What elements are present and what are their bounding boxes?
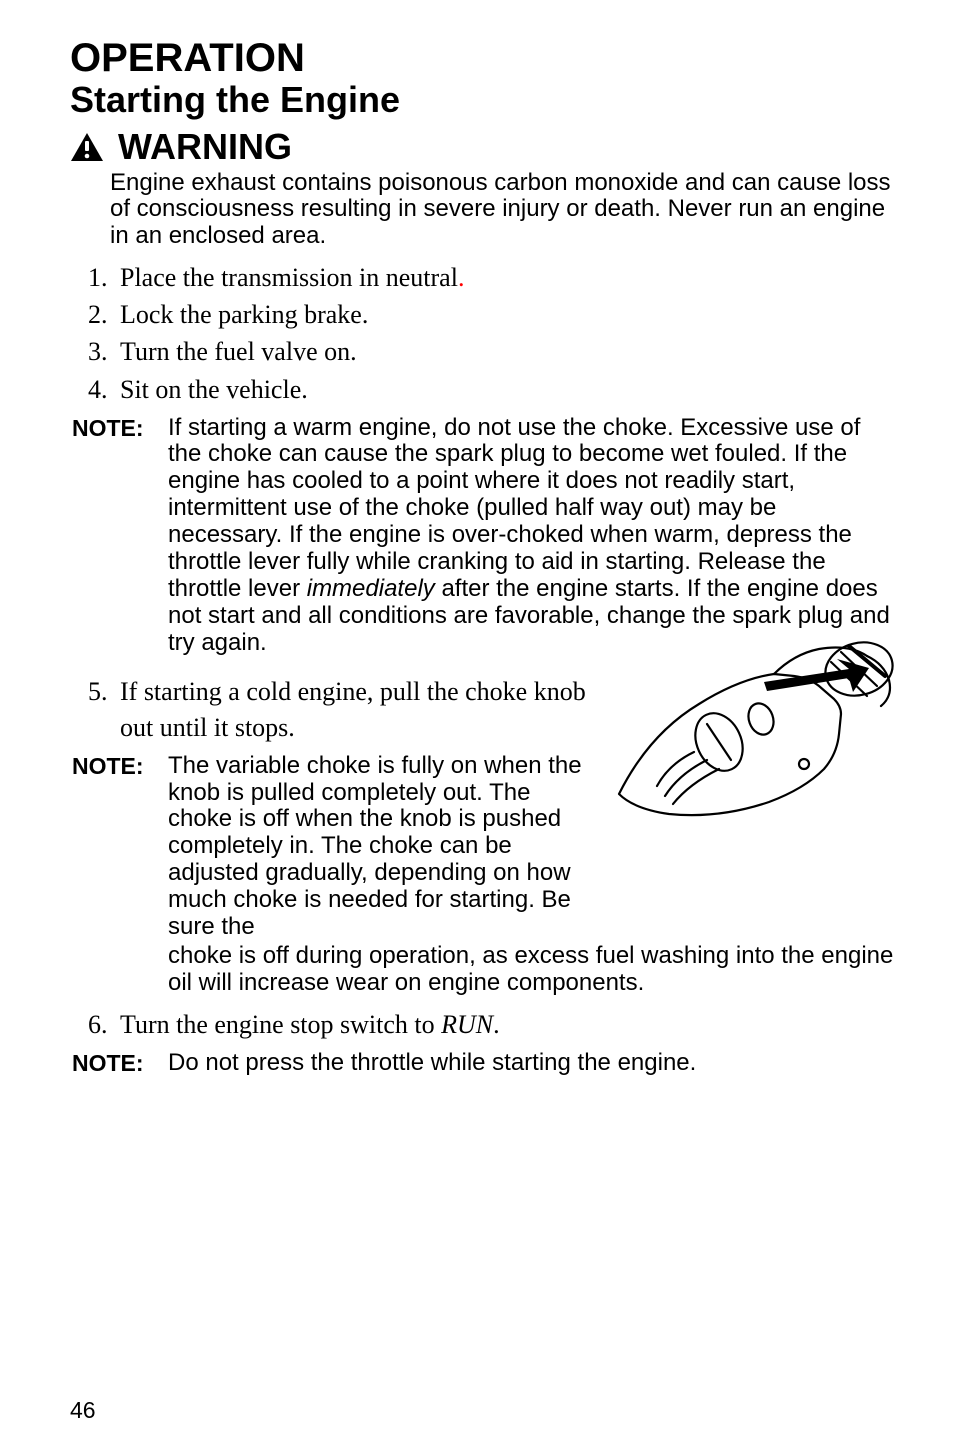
heading-starting: Starting the Engine (70, 80, 894, 120)
note-1-b: immediately (307, 575, 435, 602)
page-number: 46 (70, 1397, 96, 1424)
note-2-body-b: choke is off during operation, as excess… (168, 943, 894, 997)
note-2-continued: choke is off during operation, as excess… (72, 943, 894, 997)
note-3: NOTE: Do not press the throttle while st… (72, 1050, 894, 1077)
step-1-period: . (458, 263, 465, 292)
warning-row: WARNING (70, 126, 894, 168)
note-label-2: NOTE: (72, 753, 168, 941)
note-3-body: Do not press the throttle while starting… (168, 1050, 894, 1077)
step5-row: If starting a cold engine, pull the chok… (70, 664, 894, 948)
step-5: If starting a cold engine, pull the chok… (114, 674, 591, 744)
note-1-a: If starting a warm engine, do not use th… (168, 414, 860, 602)
step-3: Turn the fuel valve on. (114, 334, 894, 369)
step-6: Turn the engine stop switch to RUN. (114, 1007, 894, 1042)
steps-list-2: If starting a cold engine, pull the chok… (70, 674, 591, 744)
step-6-b: RUN (441, 1010, 493, 1039)
note-2: NOTE: The variable choke is fully on whe… (72, 753, 591, 941)
step-1-text: Place the transmission in neutral (120, 263, 458, 292)
step-1: Place the transmission in neutral. (114, 260, 894, 295)
warning-triangle-icon (70, 132, 104, 162)
heading-operation: OPERATION (70, 36, 894, 80)
note-2-body-a: The variable choke is fully on when the … (168, 753, 591, 941)
heading-warning: WARNING (118, 126, 292, 168)
note-label: NOTE: (72, 415, 168, 657)
choke-knob-illustration (609, 614, 904, 834)
warning-body: Engine exhaust contains poisonous carbon… (70, 170, 894, 251)
step-6-a: Turn the engine stop switch to (120, 1010, 441, 1039)
step-2: Lock the parking brake. (114, 297, 894, 332)
note-label-3: NOTE: (72, 1050, 168, 1077)
steps-list-3: Turn the engine stop switch to RUN. (70, 1007, 894, 1042)
step-4: Sit on the vehicle. (114, 372, 894, 407)
page: OPERATION Starting the Engine WARNING En… (0, 0, 954, 1454)
step5-text-col: If starting a cold engine, pull the chok… (70, 664, 591, 948)
step-6-c: . (493, 1010, 500, 1039)
note-label-spacer (72, 943, 168, 997)
steps-list-1: Place the transmission in neutral. Lock … (70, 260, 894, 406)
